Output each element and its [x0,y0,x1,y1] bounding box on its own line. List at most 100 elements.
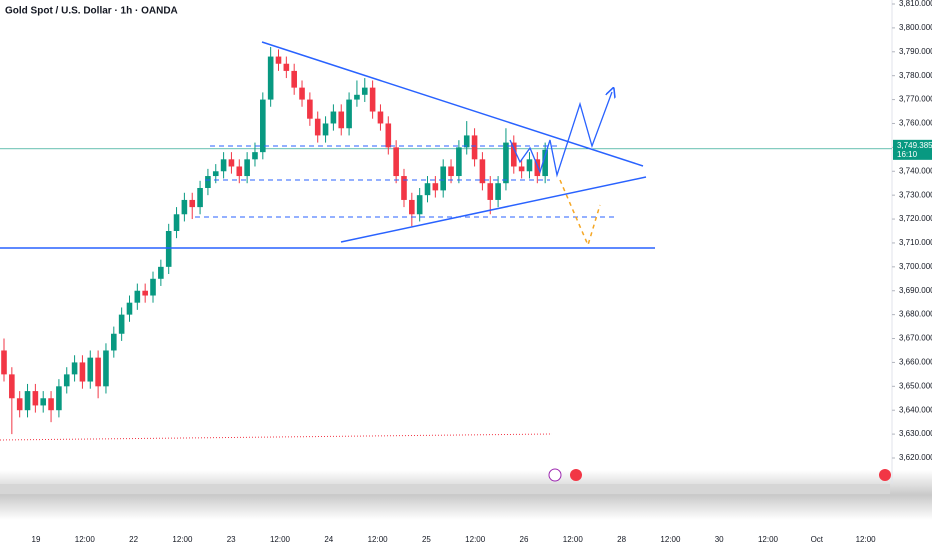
candle-body [181,199,188,215]
candle-body [471,135,478,160]
candle-body [534,159,541,177]
candle-body [393,147,399,177]
x-tick-label: 28 [617,535,626,544]
candle-body [503,142,509,184]
candle-body [173,214,180,231]
candle-body [409,199,415,215]
dotted-line [0,433,553,441]
alt-projection [559,179,601,248]
candle-body [314,118,321,136]
candle-body [236,166,243,177]
candle-body [542,149,548,177]
x-tick-label: 12:00 [270,535,291,544]
candle-body [79,362,86,382]
x-tick-label: 19 [32,535,41,544]
y-tick-label: 3,630.000 [899,429,932,438]
projection-path [509,92,612,178]
y-tick-label: 3,780.000 [899,71,932,80]
candle-body [24,391,31,411]
drawings [0,41,891,482]
candle-body [48,398,54,411]
x-tick-label: 23 [227,535,236,544]
x-tick-label: 30 [715,535,724,544]
candle-body [56,386,62,411]
candle-body [432,183,439,191]
event-icon[interactable] [570,469,582,481]
candle-body [1,350,7,375]
candle-body [416,195,423,215]
candle-body [87,357,94,382]
event-icon[interactable] [548,468,562,482]
candle-body [330,111,337,124]
x-tick-label: 26 [520,535,529,544]
candle-body [448,166,454,177]
candle-body [338,111,345,129]
candle-body [291,70,297,88]
x-tick-label: 12:00 [368,535,389,544]
x-tick-label: Oct [811,535,824,544]
x-tick-label: 12:00 [563,535,584,544]
candle-body [220,159,227,172]
y-tick-label: 3,800.000 [899,23,932,32]
candle-body [150,278,156,296]
y-tick-label: 3,660.000 [899,358,932,367]
y-tick-label: 3,640.000 [899,405,932,414]
candle-body [354,94,360,100]
last-price-box [893,139,932,160]
y-tick-label: 3,690.000 [899,286,932,295]
candle-body [369,87,376,112]
y-tick-label: 3,720.000 [899,214,932,223]
candle-body [424,183,431,196]
y-tick-label: 3,670.000 [899,334,932,343]
x-tick-label: 12:00 [75,535,96,544]
pane-separator [0,484,890,494]
candle-body [189,199,196,208]
candle-body [479,159,486,184]
x-tick-label: 12:00 [660,535,681,544]
candle-body [487,183,494,200]
candle-body [526,159,533,172]
candle-body [267,56,274,100]
candle-body [456,147,462,177]
candle-body [126,302,133,315]
candle-body [111,333,117,351]
candle-body [361,87,368,95]
candle-body [9,374,15,399]
x-tick-label: 12:00 [856,535,877,544]
y-tick-label: 3,710.000 [899,238,932,247]
candle-body [212,171,219,177]
plot-area [0,47,892,435]
candle-body [16,398,23,411]
y-tick-label: 3,790.000 [899,47,932,56]
candle-body [158,266,164,279]
x-tick-label: 22 [129,535,138,544]
candle-body [495,183,501,200]
candle-body [275,56,282,64]
y-tick-label: 3,730.000 [899,190,932,199]
x-tick-label: 24 [324,535,333,544]
y-tick-label: 3,650.000 [899,381,932,390]
y-tick-label: 3,620.000 [899,453,932,462]
y-tick-label: 3,740.000 [899,166,932,175]
y-tick-label: 3,680.000 [899,310,932,319]
event-icon[interactable] [879,469,891,481]
candle-body [377,111,384,124]
candle-body [510,142,517,167]
candle-body [346,99,352,129]
candle-body [95,357,101,387]
candle-body [32,391,39,406]
y-tick-label: 3,810.000 [899,0,932,8]
candle-body [165,231,172,267]
last-price-label: 3,749.385 [897,141,932,150]
upper-trendline [261,41,644,167]
candle-body [63,374,70,387]
candle-body [252,152,258,160]
candle-body [118,314,125,334]
y-tick-label: 3,700.000 [899,262,932,271]
x-tick-label: 12:00 [465,535,486,544]
candle-body [463,135,470,148]
candle-body [103,350,109,387]
bottom-band [0,470,932,520]
candle-body [197,187,203,208]
